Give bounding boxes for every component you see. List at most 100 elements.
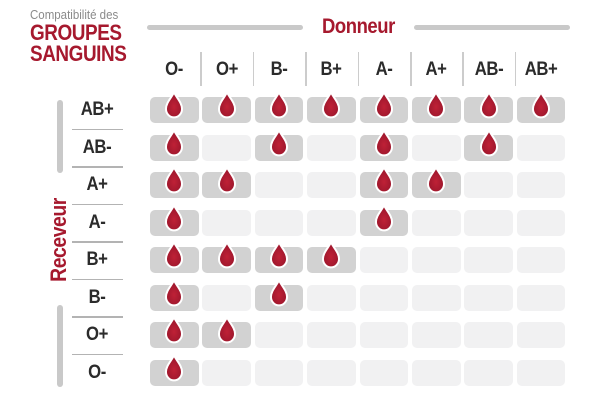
row-label-separator [72, 278, 123, 280]
matrix-cell [412, 166, 461, 198]
matrix-cell [516, 359, 566, 386]
matrix-cell [254, 209, 304, 236]
blood-drop-icon [374, 203, 393, 231]
matrix-cell [202, 241, 251, 273]
matrix-cell [150, 91, 199, 123]
matrix-cell [150, 166, 199, 198]
matrix-cell [464, 322, 513, 348]
receiver-row-label-o+: O+ [86, 324, 108, 345]
matrix-cell [307, 322, 356, 348]
row-label-separator [72, 353, 123, 355]
matrix-cell [202, 91, 251, 123]
title-line1: GROUPES [30, 20, 122, 45]
blood-drop-icon [270, 278, 289, 306]
matrix-cell [516, 134, 566, 161]
receiver-axis-label: Receveur [46, 198, 71, 282]
matrix-cell [359, 247, 409, 273]
receiver-line-bottom [56, 305, 63, 387]
blood-drop-icon [165, 166, 184, 194]
matrix-cell [307, 241, 356, 273]
matrix-cell [359, 166, 409, 198]
blood-drop-icon [270, 241, 289, 269]
row-label-separator [72, 166, 123, 168]
donor-column-header-o-: O- [165, 59, 184, 80]
matrix-cell [412, 322, 461, 348]
matrix-cell [150, 128, 199, 161]
matrix-cell [307, 172, 356, 198]
blood-drop-icon [427, 166, 446, 194]
blood-drop-icon [270, 128, 289, 156]
matrix-cell [464, 359, 513, 386]
matrix-cell [150, 203, 199, 236]
receiver-row-label-o-: O- [88, 361, 106, 383]
matrix-cell [412, 284, 461, 311]
matrix-cell [254, 278, 304, 311]
row-label-separator [72, 128, 123, 130]
blood-drop-icon [479, 91, 498, 119]
blood-drop-icon [165, 316, 184, 344]
receiver-row-label-b-: B- [88, 286, 106, 308]
matrix-cell [464, 91, 513, 123]
matrix-cell [254, 128, 304, 161]
blood-drop-icon [374, 128, 393, 156]
matrix-cell [516, 322, 566, 348]
blood-drop-icon [427, 91, 446, 119]
receiver-row-label-b+: B+ [86, 249, 108, 270]
donor-line-left [147, 24, 304, 30]
matrix-cell [307, 91, 356, 123]
matrix-cell [359, 91, 409, 123]
matrix-cell [202, 134, 251, 161]
blood-drop-icon [165, 353, 184, 381]
matrix-cell [254, 91, 304, 123]
blood-drop-icon [217, 241, 236, 269]
blood-drop-icon [165, 91, 184, 119]
matrix-cell [412, 359, 461, 386]
matrix-cell [464, 247, 513, 273]
matrix-cell [359, 322, 409, 348]
matrix-cell [254, 172, 304, 198]
column-header-separator [200, 52, 202, 86]
row-label-separator [72, 203, 123, 205]
blood-drop-icon [217, 166, 236, 194]
matrix-cell [516, 284, 566, 311]
blood-drop-icon [374, 91, 393, 119]
donor-column-header-b+: B+ [320, 59, 342, 80]
column-header-separator [305, 52, 307, 86]
matrix-cell [412, 134, 461, 161]
row-label-separator [72, 241, 123, 243]
matrix-cell [202, 209, 251, 236]
blood-drop-icon [217, 91, 236, 119]
blood-drop-icon [374, 166, 393, 194]
matrix-cell [516, 209, 566, 236]
matrix-cell [202, 284, 251, 311]
row-label-separator [72, 316, 123, 318]
matrix-cell [202, 316, 251, 348]
donor-column-header-b-: B- [270, 59, 288, 80]
donor-column-header-ab-: AB- [474, 59, 503, 80]
blood-drop-icon [532, 91, 551, 119]
matrix-cell [516, 172, 566, 198]
blood-drop-icon [322, 91, 341, 119]
column-header-separator [357, 52, 360, 86]
donor-line-right [413, 24, 571, 30]
blood-drop-icon [165, 203, 184, 231]
matrix-cell [150, 353, 199, 386]
matrix-cell [150, 316, 199, 348]
column-header-separator [514, 52, 517, 86]
receiver-row-label-ab-: AB- [82, 136, 112, 158]
matrix-cell [516, 91, 566, 123]
matrix-cell [202, 166, 251, 198]
blood-drop-icon [479, 128, 498, 156]
blood-drop-icon [165, 128, 184, 156]
receiver-row-label-a+: A+ [86, 174, 108, 195]
matrix-cell [464, 128, 513, 161]
page-title: Compatibilité des GROUPES SANGUINS [30, 8, 142, 66]
column-header-separator [462, 52, 464, 86]
title-line2: SANGUINS [30, 41, 127, 66]
matrix-cell [150, 278, 199, 311]
receiver-row-label-a-: A- [88, 211, 106, 233]
donor-column-header-a+: A+ [425, 59, 447, 80]
receiver-row-label-ab+: AB+ [80, 99, 114, 120]
matrix-cell [412, 91, 461, 123]
matrix-cell [359, 284, 409, 311]
